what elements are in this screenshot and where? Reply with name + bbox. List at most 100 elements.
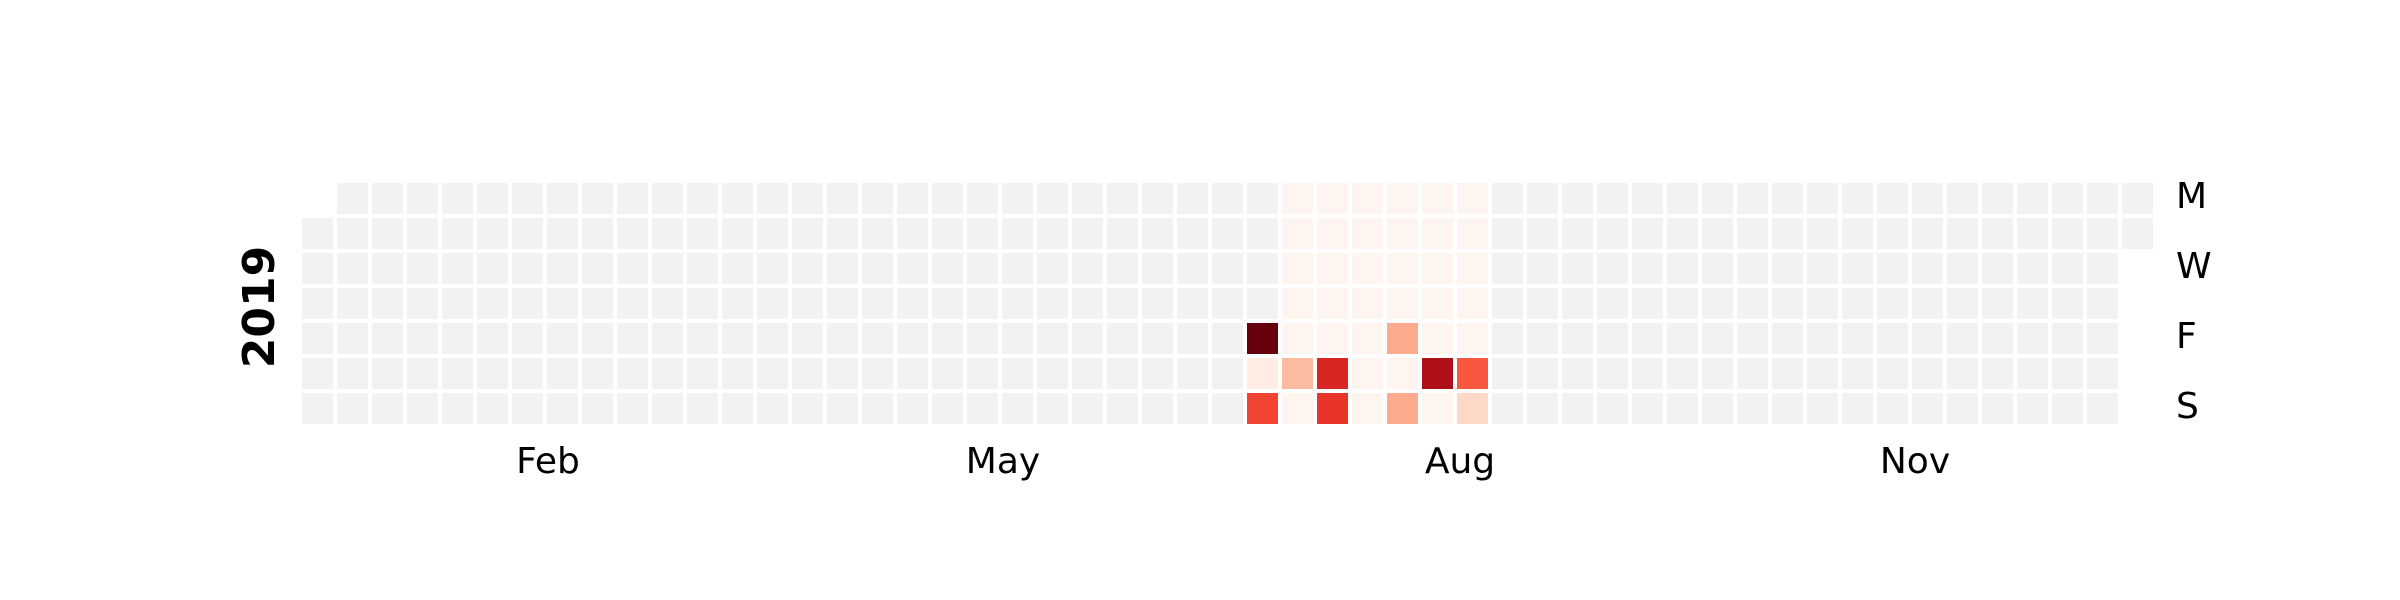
day-cell-2019-10-04 xyxy=(1667,323,1698,354)
day-cell-2019-03-29 xyxy=(722,323,753,354)
day-cell-2019-04-04 xyxy=(757,288,788,319)
day-cell-2019-09-05 xyxy=(1527,288,1558,319)
day-cell-2019-12-20 xyxy=(2052,323,2083,354)
day-cell-2019-01-20 xyxy=(372,393,403,424)
day-cell-2019-01-14 xyxy=(372,183,403,214)
day-cell-2019-10-29 xyxy=(1807,218,1838,249)
day-cell-2019-01-03 xyxy=(302,288,333,319)
day-cell-2019-07-03 xyxy=(1212,253,1243,284)
day-cell-2019-12-01 xyxy=(1947,393,1978,424)
day-cell-2019-10-22 xyxy=(1772,218,1803,249)
day-cell-2019-01-13 xyxy=(337,393,368,424)
day-cell-2019-07-06 xyxy=(1212,358,1243,389)
day-cell-2019-05-17 xyxy=(967,323,998,354)
day-cell-2019-06-22 xyxy=(1142,358,1173,389)
day-cell-2019-04-20 xyxy=(827,358,858,389)
day-cell-2019-05-16 xyxy=(967,288,998,319)
day-cell-2019-04-02 xyxy=(757,218,788,249)
day-cell-2019-08-17 xyxy=(1422,358,1453,389)
day-cell-2019-05-25 xyxy=(1002,358,1033,389)
day-cell-2019-02-01 xyxy=(442,323,473,354)
tick-label-fri: F xyxy=(2176,316,2197,357)
day-cell-2019-07-18 xyxy=(1282,288,1313,319)
day-cell-2019-10-13 xyxy=(1702,393,1733,424)
day-cell-2019-06-10 xyxy=(1107,183,1138,214)
day-cell-2019-09-30 xyxy=(1667,183,1698,214)
day-cell-2019-02-07 xyxy=(477,288,508,319)
month-tick-labels: Feb May Aug Nov xyxy=(516,441,1950,482)
day-cell-2019-11-01 xyxy=(1807,323,1838,354)
day-cell-2019-06-14 xyxy=(1107,323,1138,354)
weekday-tick-labels: M W F S xyxy=(2176,176,2212,427)
day-cell-2019-10-27 xyxy=(1772,393,1803,424)
day-cell-2019-10-06 xyxy=(1667,393,1698,424)
day-cell-2019-05-03 xyxy=(897,323,928,354)
day-cell-2019-06-08 xyxy=(1072,358,1103,389)
day-cell-2019-01-21 xyxy=(407,183,438,214)
day-cell-2019-02-06 xyxy=(477,253,508,284)
day-cell-2019-06-21 xyxy=(1142,323,1173,354)
day-cell-2019-07-26 xyxy=(1317,323,1348,354)
day-cell-2019-10-30 xyxy=(1807,253,1838,284)
day-cell-2019-04-19 xyxy=(827,323,858,354)
day-cell-2019-08-03 xyxy=(1352,358,1383,389)
day-cell-2019-04-23 xyxy=(862,218,893,249)
day-cell-2019-04-12 xyxy=(792,323,823,354)
day-cell-2019-10-25 xyxy=(1772,323,1803,354)
day-cell-2019-03-06 xyxy=(617,253,648,284)
day-cell-2019-05-01 xyxy=(897,253,928,284)
day-cell-2019-05-11 xyxy=(932,358,963,389)
day-cell-2019-08-19 xyxy=(1457,183,1488,214)
day-cell-2019-06-19 xyxy=(1142,253,1173,284)
day-cell-2019-08-15 xyxy=(1422,288,1453,319)
day-cell-2019-04-25 xyxy=(862,288,893,319)
day-cell-2019-01-26 xyxy=(407,358,438,389)
day-cell-2019-12-19 xyxy=(2052,288,2083,319)
day-cell-2019-02-25 xyxy=(582,183,613,214)
day-cell-2019-06-24 xyxy=(1177,183,1208,214)
day-cell-2019-04-08 xyxy=(792,183,823,214)
day-cell-2019-03-19 xyxy=(687,218,718,249)
day-cell-2019-04-30 xyxy=(897,218,928,249)
day-cell-2019-11-23 xyxy=(1912,358,1943,389)
day-cell-2019-05-29 xyxy=(1037,253,1068,284)
day-cell-2019-09-23 xyxy=(1632,183,1663,214)
day-cell-2019-02-11 xyxy=(512,183,543,214)
day-cell-2019-10-17 xyxy=(1737,288,1768,319)
day-cell-2019-04-22 xyxy=(862,183,893,214)
day-cell-2019-02-14 xyxy=(512,288,543,319)
day-cell-2019-05-08 xyxy=(932,253,963,284)
day-cell-2019-12-05 xyxy=(1982,288,2013,319)
day-cell-2019-05-23 xyxy=(1002,288,1033,319)
day-cell-2019-09-22 xyxy=(1597,393,1628,424)
day-cell-2019-05-13 xyxy=(967,183,998,214)
day-cell-2019-12-06 xyxy=(1982,323,2013,354)
day-cell-2019-08-08 xyxy=(1387,288,1418,319)
day-cell-2019-07-02 xyxy=(1212,218,1243,249)
day-cell-2019-02-16 xyxy=(512,358,543,389)
day-cell-2019-02-02 xyxy=(442,358,473,389)
day-cell-2019-07-30 xyxy=(1352,218,1383,249)
day-cell-2019-09-15 xyxy=(1562,393,1593,424)
day-cell-2019-11-14 xyxy=(1877,288,1908,319)
day-cell-2019-08-07 xyxy=(1387,253,1418,284)
day-cell-2019-01-16 xyxy=(372,253,403,284)
day-cell-2019-12-13 xyxy=(2017,323,2048,354)
day-cell-2019-03-07 xyxy=(617,288,648,319)
day-cell-2019-02-23 xyxy=(547,358,578,389)
day-cell-2019-07-29 xyxy=(1352,183,1383,214)
day-cell-2019-09-09 xyxy=(1562,183,1593,214)
day-cell-2019-10-03 xyxy=(1667,288,1698,319)
day-cell-2019-04-27 xyxy=(862,358,893,389)
day-cell-2019-07-16 xyxy=(1282,218,1313,249)
day-cell-2019-04-16 xyxy=(827,218,858,249)
day-cell-2019-03-15 xyxy=(652,323,683,354)
day-cell-2019-11-19 xyxy=(1912,218,1943,249)
day-cell-2019-11-13 xyxy=(1877,253,1908,284)
day-cell-2019-11-07 xyxy=(1842,288,1873,319)
day-cell-2019-03-17 xyxy=(652,393,683,424)
day-cell-2019-09-24 xyxy=(1632,218,1663,249)
day-cell-2019-03-01 xyxy=(582,323,613,354)
day-cell-2019-12-30 xyxy=(2122,183,2153,214)
